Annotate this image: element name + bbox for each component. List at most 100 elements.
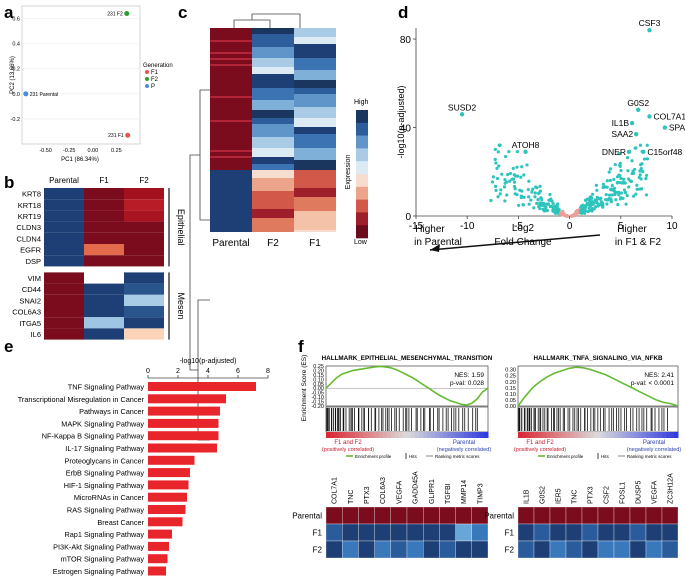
gsea-heatmap-row-label: F1 xyxy=(505,529,515,538)
volcano-point xyxy=(644,193,649,197)
deg-heatmap-cell xyxy=(252,74,294,88)
volcano-point xyxy=(519,194,524,198)
volcano-point xyxy=(503,177,507,182)
volcano-point xyxy=(605,202,609,206)
deg-heatmap-cell xyxy=(252,178,294,191)
marker-heatmap-cell xyxy=(84,244,124,256)
gsea-ranking-segment xyxy=(594,432,599,438)
expression-legend-segment xyxy=(356,122,368,136)
deg-heatmap-cell xyxy=(252,88,294,100)
volcano-point xyxy=(503,199,507,203)
marker-heatmap-cell xyxy=(84,272,124,284)
volcano-point xyxy=(631,194,636,198)
volcano-point xyxy=(527,195,531,199)
gsea-ranking-segment xyxy=(598,432,603,438)
volcano-point xyxy=(498,143,502,147)
panel-b: b Parental F1 F2 KRT8 KRT18 KRT19 CLDN3 CLDN4 E… xyxy=(4,173,186,340)
gsea-ranking-segment xyxy=(530,432,535,438)
volcano-point xyxy=(532,206,536,210)
gsea-ranking-segment xyxy=(642,432,647,438)
marker-heatmap-cell xyxy=(44,317,84,329)
volcano-x-tick-label: 0 xyxy=(567,221,573,232)
pca-legend-label: F2 xyxy=(151,77,159,83)
volcano-point xyxy=(536,198,540,202)
volcano-left-note-2: in Parental xyxy=(414,237,462,248)
gsea-heatmap-cell xyxy=(661,540,679,559)
gsea-ranking-segment xyxy=(451,432,457,438)
deg-column-label: F2 xyxy=(267,238,279,249)
gsea-right-label: Parental xyxy=(453,440,475,446)
gsea-ranking-segment xyxy=(562,432,567,438)
marker-heatmap-cell xyxy=(124,317,164,329)
gsea-gene-label: GADD45A xyxy=(413,471,420,504)
volcano-point xyxy=(621,180,625,184)
deg-heatmap-cell xyxy=(252,67,294,74)
deg-heatmap-cell xyxy=(252,58,294,67)
volcano-point xyxy=(514,174,518,178)
kegg-bar xyxy=(148,468,190,478)
gsea-heatmap-cell xyxy=(597,540,615,559)
volcano-point xyxy=(491,175,495,179)
volcano-point xyxy=(622,177,626,181)
marker-heatmap-cell xyxy=(44,210,84,222)
volcano-point xyxy=(619,191,624,195)
marker-heatmap-cell xyxy=(84,283,124,295)
marker-heatmap-cell xyxy=(44,244,84,256)
gsea-left-label-sub: (positively correlated) xyxy=(322,447,374,453)
expression-legend-segment xyxy=(356,135,368,149)
gsea-plot-1: HALLMARK_EPITHELIAL_MESENCHYMAL_TRANSITI… xyxy=(292,355,493,559)
volcano-point-label: DNER xyxy=(602,147,626,157)
gsea-heatmap-cell xyxy=(549,540,567,559)
volcano-point xyxy=(601,182,605,186)
gsea-ranking-segment xyxy=(666,432,671,438)
volcano-point xyxy=(610,183,614,188)
kegg-category-label: Breast Cancer xyxy=(97,518,144,527)
marker-heatmap-column-headers: Parental F1 F2 xyxy=(49,176,149,185)
gsea-heatmap-cell xyxy=(455,506,472,525)
deg-heatmap-cell xyxy=(294,70,336,80)
gsea-heatmap-cell xyxy=(613,506,631,525)
gsea-ranking-segment xyxy=(398,432,404,438)
gsea-heatmap-cell xyxy=(613,540,631,559)
volcano-point xyxy=(623,190,628,195)
marker-row-label: CLDN3 xyxy=(16,223,41,232)
deg-heatmap-cell xyxy=(252,137,294,148)
marker-column-header: Parental xyxy=(49,176,79,185)
volcano-point xyxy=(556,207,560,211)
volcano-point xyxy=(588,203,592,207)
volcano-point xyxy=(506,172,510,177)
kegg-category-label: RAS Signaling Pathway xyxy=(67,506,144,515)
kegg-category-label: Transcriptional Misregulation in Cancer xyxy=(18,395,145,404)
deg-heatmap xyxy=(210,28,336,232)
volcano-point xyxy=(638,169,642,173)
gsea-ranking-segment xyxy=(431,432,436,438)
gsea-right-label-sub: (negatively correlated) xyxy=(437,447,492,453)
gsea-heatmap-cell xyxy=(439,540,456,559)
gsea-heatmap-row-label: F1 xyxy=(313,529,323,538)
kegg-x-tick-label: 6 xyxy=(236,368,240,375)
volcano-x-tick-label: -10 xyxy=(460,221,475,232)
volcano-point-label: CSF3 xyxy=(639,18,661,28)
volcano-point xyxy=(642,157,647,161)
volcano-point-label: C15orf48 xyxy=(647,147,682,157)
gsea-gene-label: PTX3 xyxy=(588,486,595,504)
gsea-ranking-segment xyxy=(630,432,635,438)
marker-row-label: KRT8 xyxy=(22,190,41,199)
deg-heatmap-cell xyxy=(252,209,294,218)
volcano-point xyxy=(613,162,617,167)
gsea-ranking-segment xyxy=(610,432,615,438)
volcano-point xyxy=(609,187,614,191)
fold-change-arrowhead xyxy=(430,244,440,252)
volcano-labeled-point xyxy=(633,131,639,137)
gsea-gene-label: DUSP5 xyxy=(636,481,643,504)
gsea-heatmap-cell xyxy=(325,523,343,542)
expression-legend-segment xyxy=(356,174,368,188)
gsea-ranking-segment xyxy=(471,432,477,438)
marker-row-label: SNAI2 xyxy=(19,296,41,305)
marker-heatmap-cell xyxy=(124,199,164,211)
volcano-point xyxy=(513,192,517,196)
pca-point xyxy=(124,11,130,17)
volcano-point xyxy=(625,193,629,198)
volcano-point xyxy=(549,197,553,201)
